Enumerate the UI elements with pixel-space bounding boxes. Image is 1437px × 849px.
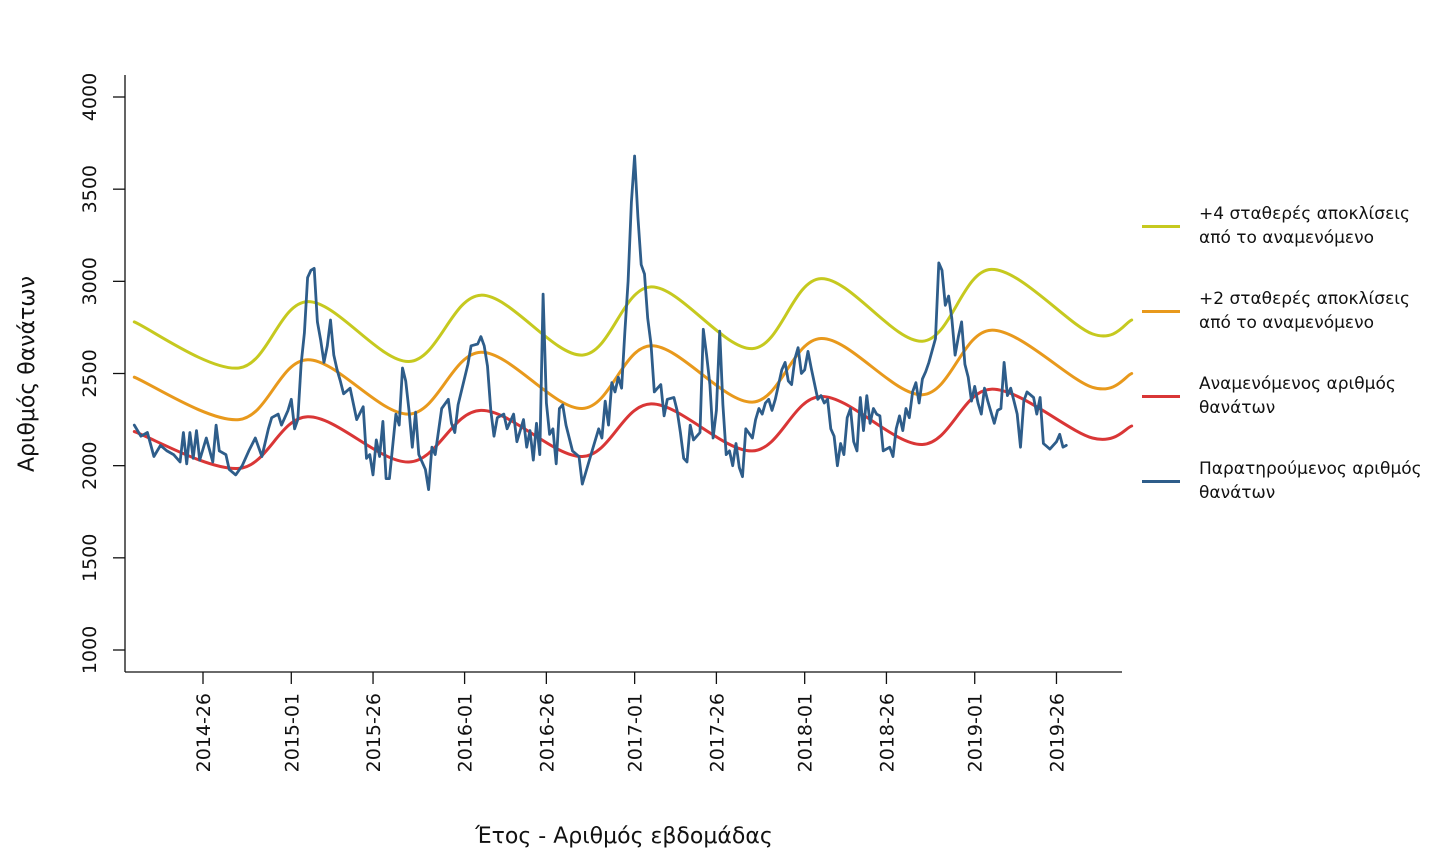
legend-item-plus4sd: +4 σταθερές αποκλίσεις από το αναμενόμεν… bbox=[1142, 200, 1437, 260]
y-tick-label: 3500 bbox=[79, 165, 101, 213]
x-tick-label: 2018-01 bbox=[795, 693, 817, 772]
x-tick-label: 2018-26 bbox=[876, 693, 898, 772]
x-tick-label: 2019-26 bbox=[1046, 693, 1068, 772]
y-tick-label: 4000 bbox=[79, 73, 101, 121]
y-axis-title: Αριθμός θανάτων bbox=[15, 276, 40, 472]
x-tick-label: 2016-26 bbox=[536, 693, 558, 772]
plus4sd-line bbox=[132, 267, 1134, 370]
y-axis: 1000 1500 2000 2500 3000 3500 4000 bbox=[79, 73, 126, 674]
y-tick-label: 1000 bbox=[79, 626, 101, 674]
x-tick-label: 2019-01 bbox=[965, 693, 987, 772]
observed-line bbox=[132, 154, 1068, 491]
legend-label-expected: Αναμενόμενος αριθμός θανάτων bbox=[1199, 374, 1396, 418]
legend-item-expected: Αναμενόμενος αριθμός θανάτων bbox=[1142, 370, 1437, 430]
legend-swatch-observed bbox=[1142, 480, 1180, 483]
x-tick-label: 2015-01 bbox=[281, 693, 303, 772]
legend-label-plus2sd: +2 σταθερές αποκλίσεις από το αναμενόμεν… bbox=[1199, 289, 1410, 333]
x-axis-title: Έτος - Αριθμός εβδομάδας bbox=[474, 824, 772, 849]
y-tick-label: 1500 bbox=[79, 534, 101, 582]
y-tick-label: 3000 bbox=[79, 257, 101, 305]
x-tick-label: 2017-26 bbox=[706, 693, 728, 772]
y-tick-label: 2000 bbox=[79, 441, 101, 489]
legend-item-observed: Παρατηρούμενος αριθμός θανάτων bbox=[1142, 455, 1437, 515]
x-tick-label: 2017-01 bbox=[625, 693, 647, 772]
x-tick-label: 2016-01 bbox=[455, 693, 477, 772]
x-tick-label: 2014-26 bbox=[193, 693, 215, 772]
x-tick-label: 2015-26 bbox=[363, 693, 385, 772]
legend-swatch-plus2sd bbox=[1142, 310, 1180, 313]
x-axis: 2014-26 2015-01 2015-26 2016-01 2016-26 2017-… bbox=[125, 671, 1122, 772]
y-tick-label: 2500 bbox=[79, 349, 101, 397]
legend-swatch-expected bbox=[1142, 395, 1180, 398]
legend-label-plus4sd: +4 σταθερές αποκλίσεις από το αναμενόμεν… bbox=[1199, 204, 1410, 248]
plot-area bbox=[132, 154, 1134, 491]
legend-item-plus2sd: +2 σταθερές αποκλίσεις από το αναμενόμεν… bbox=[1142, 285, 1437, 345]
legend-swatch-plus4sd bbox=[1142, 225, 1180, 228]
legend-label-observed: Παρατηρούμενος αριθμός θανάτων bbox=[1199, 459, 1422, 503]
